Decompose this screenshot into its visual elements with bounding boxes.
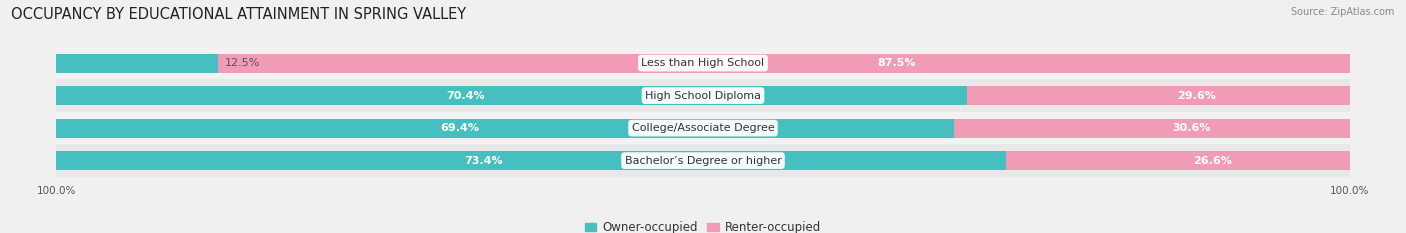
Text: 73.4%: 73.4% <box>464 156 503 166</box>
Text: 30.6%: 30.6% <box>1173 123 1211 133</box>
Text: Source: ZipAtlas.com: Source: ZipAtlas.com <box>1291 7 1395 17</box>
Text: Less than High School: Less than High School <box>641 58 765 68</box>
Text: High School Diploma: High School Diploma <box>645 91 761 101</box>
Text: 12.5%: 12.5% <box>225 58 260 68</box>
Text: 29.6%: 29.6% <box>1177 91 1216 101</box>
Text: 26.6%: 26.6% <box>1192 156 1232 166</box>
Bar <box>56 54 218 72</box>
Text: 70.4%: 70.4% <box>447 91 485 101</box>
Bar <box>1005 151 1350 170</box>
Bar <box>56 151 1005 170</box>
Text: 87.5%: 87.5% <box>877 58 917 68</box>
Text: Bachelor’s Degree or higher: Bachelor’s Degree or higher <box>624 156 782 166</box>
Text: 69.4%: 69.4% <box>440 123 479 133</box>
Bar <box>953 119 1350 137</box>
Bar <box>69 151 1337 170</box>
Bar <box>69 86 1337 105</box>
Bar <box>69 119 1337 137</box>
Bar <box>56 47 1350 79</box>
Bar <box>218 54 1350 72</box>
Bar <box>56 144 1350 177</box>
Bar <box>56 79 1350 112</box>
Bar <box>56 86 967 105</box>
Text: OCCUPANCY BY EDUCATIONAL ATTAINMENT IN SPRING VALLEY: OCCUPANCY BY EDUCATIONAL ATTAINMENT IN S… <box>11 7 467 22</box>
Text: College/Associate Degree: College/Associate Degree <box>631 123 775 133</box>
Bar <box>69 54 1337 72</box>
Bar <box>967 86 1350 105</box>
Legend: Owner-occupied, Renter-occupied: Owner-occupied, Renter-occupied <box>579 216 827 233</box>
Bar <box>56 119 953 137</box>
Bar <box>56 112 1350 144</box>
